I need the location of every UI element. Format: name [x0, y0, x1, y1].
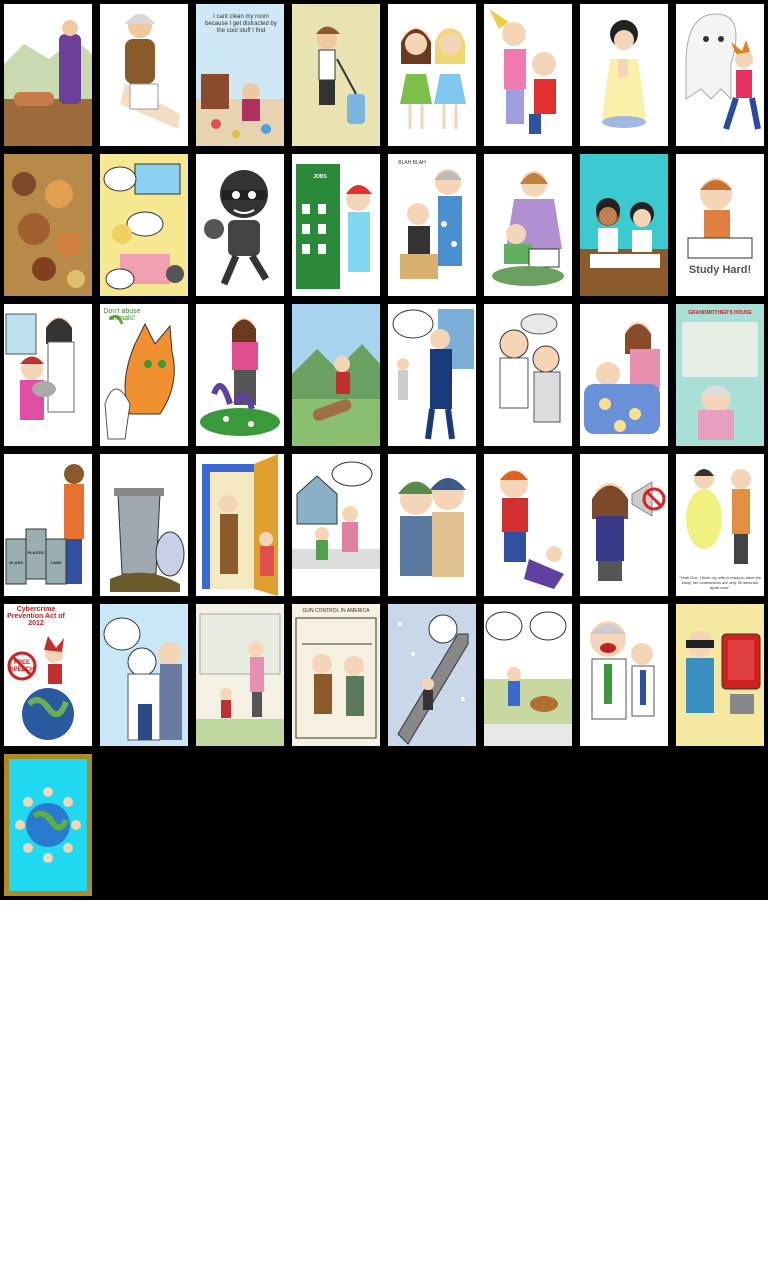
dont-abuse-animals-icon: Don't abuse animals! [100, 304, 188, 446]
free-speech-globe-icon: Cybercrime Prevention Act of 2012 FREE SP… [4, 604, 92, 746]
image-tile[interactable] [96, 150, 192, 300]
tile-text: Cybercrime Prevention Act of 2012 [7, 606, 65, 627]
police-comic-icon [388, 304, 476, 446]
politicians-comic-icon [100, 604, 188, 746]
image-tile[interactable] [480, 300, 576, 450]
ghost-chasing-boy-icon [676, 4, 764, 146]
image-tile[interactable]: JOBS [288, 150, 384, 300]
image-tile[interactable]: Don't abuse animals! [96, 300, 192, 450]
image-tile[interactable] [480, 450, 576, 600]
shouting-men-icon [580, 604, 668, 746]
pregnant-woman-doctor-icon: "Yeah Doc, I think my wife is ready to h… [676, 454, 764, 596]
tile-text: BLAH BLAH [398, 160, 426, 166]
image-tile[interactable]: Study Hard! [672, 150, 768, 300]
tile-text: GRANDMOTHER'S HOUSE [688, 310, 752, 316]
tile-text: CANS [50, 560, 62, 565]
image-tile[interactable] [384, 450, 480, 600]
tile-text: PLASTIC [27, 550, 45, 555]
bully-boy-icon [484, 454, 572, 596]
mother-reading-icon [484, 154, 572, 296]
image-tile[interactable]: GRANDMOTHER'S HOUSE [672, 300, 768, 450]
image-tile[interactable] [576, 450, 672, 600]
image-tile[interactable] [192, 600, 288, 750]
garbage-can-icon [100, 454, 188, 596]
grandmother-poem-icon: GRANDMOTHER'S HOUSE [676, 304, 764, 446]
image-tile[interactable] [0, 150, 96, 300]
image-tile[interactable] [384, 600, 480, 750]
image-tile[interactable] [576, 300, 672, 450]
child-praying-icon [580, 4, 668, 146]
doctors-comic-icon [484, 304, 572, 446]
image-tile[interactable] [0, 0, 96, 150]
image-tile[interactable] [576, 0, 672, 150]
escalator-snow-icon [388, 604, 476, 746]
image-tile[interactable] [576, 150, 672, 300]
image-tile[interactable] [288, 300, 384, 450]
image-tile[interactable] [576, 600, 672, 750]
open-door-icon [196, 454, 284, 596]
image-grid: I cant clean my room because I get distr… [0, 0, 768, 900]
recycling-bins-icon: GLASS PLASTIC CANS [4, 454, 92, 596]
tile-text: Don't abuse animals! [103, 308, 141, 322]
image-tile[interactable] [192, 150, 288, 300]
tile-text: JOBS [313, 174, 327, 180]
study-hard-boy-icon: Study Hard! [676, 154, 764, 296]
image-tile[interactable] [288, 0, 384, 150]
image-tile[interactable] [96, 600, 192, 750]
tile-text: "Yeah Doc, I think my wife is ready to h… [678, 575, 762, 590]
two-girls-holding-hands-icon [388, 4, 476, 146]
image-tile[interactable]: GLASS PLASTIC CANS [0, 450, 96, 600]
children-around-globe-icon [4, 754, 92, 896]
veterinarian-icon [4, 304, 92, 446]
no-loud-noise-icon [580, 454, 668, 596]
image-tile[interactable] [192, 300, 288, 450]
jobs-building-icon: JOBS [292, 154, 380, 296]
image-tile[interactable] [0, 300, 96, 450]
praying-man-icon [4, 4, 92, 146]
image-tile[interactable]: GUN CONTROL IN AMERICA [288, 600, 384, 750]
comic-kitchen-icon [100, 154, 188, 296]
two-boys-hugging-icon [388, 454, 476, 596]
image-tile[interactable] [288, 450, 384, 600]
image-tile[interactable] [384, 0, 480, 150]
gardening-woman-icon [196, 304, 284, 446]
nagging-grandma-icon: BLAH BLAH [388, 154, 476, 296]
image-tile[interactable]: "Yeah Doc, I think my wife is ready to h… [672, 450, 768, 600]
tree-cutting-icon [292, 304, 380, 446]
messy-room-icon: I cant clean my room because I get distr… [196, 4, 284, 146]
image-tile[interactable] [480, 0, 576, 150]
image-tile[interactable]: I cant clean my room because I get distr… [192, 0, 288, 150]
image-tile[interactable] [384, 300, 480, 450]
image-tile[interactable] [672, 600, 768, 750]
burglar-icon [196, 154, 284, 296]
tile-text: Study Hard! [688, 264, 752, 276]
image-tile[interactable]: BLAH BLAH [384, 150, 480, 300]
girl-vacuum-icon [292, 4, 380, 146]
image-tile[interactable] [96, 450, 192, 600]
dog-leash-comic-icon [484, 604, 572, 746]
image-tile[interactable] [672, 0, 768, 150]
mother-child-walking-icon [196, 604, 284, 746]
image-tile[interactable] [480, 150, 576, 300]
food-pile-icon [4, 154, 92, 296]
kids-studying-icon [580, 154, 668, 296]
gun-control-comic-icon: GUN CONTROL IN AMERICA [292, 604, 380, 746]
tile-text: GUN CONTROL IN AMERICA [302, 608, 370, 614]
image-tile[interactable] [0, 750, 96, 900]
image-tile[interactable] [192, 450, 288, 600]
image-tile[interactable] [96, 0, 192, 150]
kids-fighting-icon [484, 4, 572, 146]
neighbor-comic-icon [292, 454, 380, 596]
image-tile[interactable] [480, 600, 576, 750]
tile-text: FREE SPEECH [9, 660, 35, 673]
old-man-sitting-icon [100, 4, 188, 146]
image-tile[interactable]: Cybercrime Prevention Act of 2012 FREE SP… [0, 600, 96, 750]
tile-text: I cant clean my room because I get distr… [205, 14, 277, 34]
hacker-computer-icon [676, 604, 764, 746]
mother-sick-child-icon [580, 304, 668, 446]
tile-text: GLASS [9, 560, 23, 565]
